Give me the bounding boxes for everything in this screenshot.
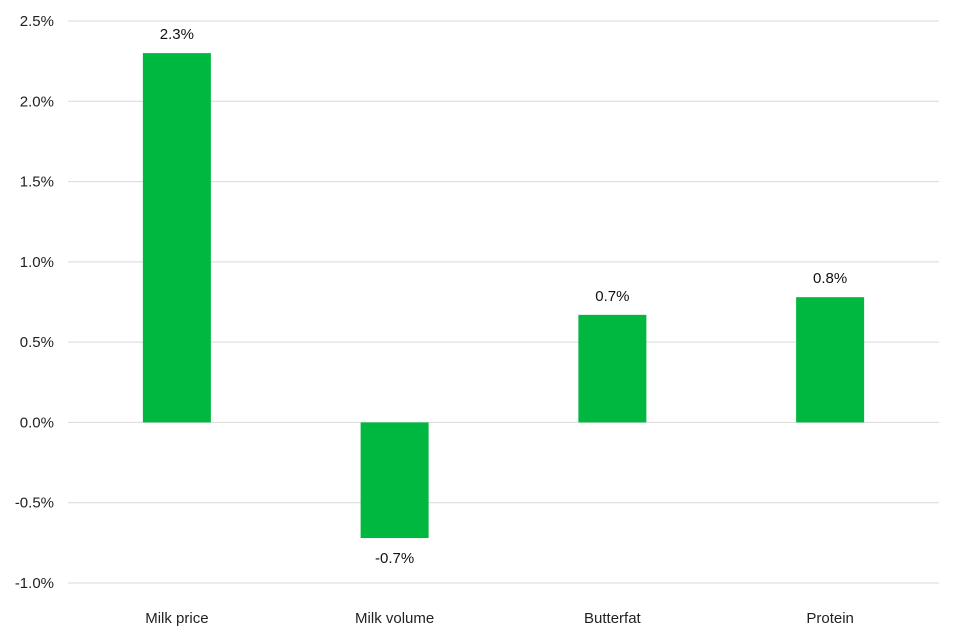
- bar: [796, 297, 865, 423]
- data-label: 2.3%: [160, 26, 194, 43]
- category-label: Butterfat: [584, 610, 642, 627]
- y-tick-label: 1.5%: [20, 174, 54, 191]
- y-tick-label: 1.0%: [20, 254, 54, 271]
- data-label: -0.7%: [375, 550, 414, 567]
- data-label: 0.8%: [813, 270, 847, 287]
- y-tick-label: 0.5%: [20, 334, 54, 351]
- bar: [360, 422, 429, 539]
- data-label-background: [803, 266, 858, 290]
- data-label-background: [585, 283, 640, 307]
- y-tick-label: 2.0%: [20, 93, 54, 110]
- bar: [578, 314, 647, 423]
- y-tick-label: 2.5%: [20, 13, 54, 30]
- data-label: 0.7%: [595, 288, 629, 305]
- category-label: Protein: [806, 610, 854, 627]
- bars: [142, 53, 865, 539]
- data-label-background: [149, 22, 204, 46]
- category-label: Milk price: [145, 610, 208, 627]
- y-tick-label: -0.5%: [15, 495, 54, 512]
- y-axis-tick-labels: 2.5% 2.0% 1.5% 1.0% 0.5% 0.0% -0.5% -1.0%: [15, 13, 54, 592]
- data-labels: 2.3% -0.7% 0.7% 0.8%: [149, 22, 858, 567]
- x-axis-category-labels: Milk price Milk volume Butterfat Protein: [145, 610, 854, 627]
- y-tick-label: 0.0%: [20, 414, 54, 431]
- category-label: Milk volume: [355, 610, 434, 627]
- gridlines: [68, 20, 939, 584]
- y-tick-label: -1.0%: [15, 575, 54, 592]
- bar: [142, 53, 211, 423]
